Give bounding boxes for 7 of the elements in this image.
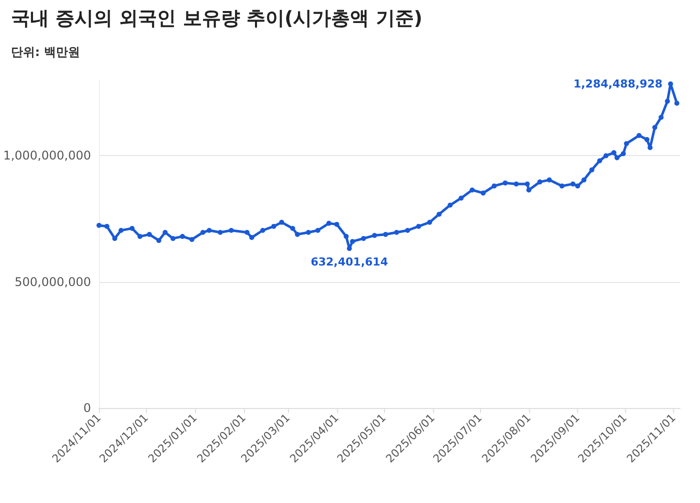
chart-subtitle: 단위: 백만원 — [11, 45, 80, 59]
chart-title: 국내 증시의 외국인 보유량 추이(시가총액 기준) — [11, 8, 422, 30]
annotation: 1,284,488,928 — [573, 77, 663, 90]
annotation: 632,401,614 — [310, 255, 388, 268]
y-tick-label: 0 — [83, 401, 91, 415]
y-tick-label: 1,000,000,000 — [3, 148, 91, 163]
y-tick-label: 500,000,000 — [14, 274, 91, 289]
